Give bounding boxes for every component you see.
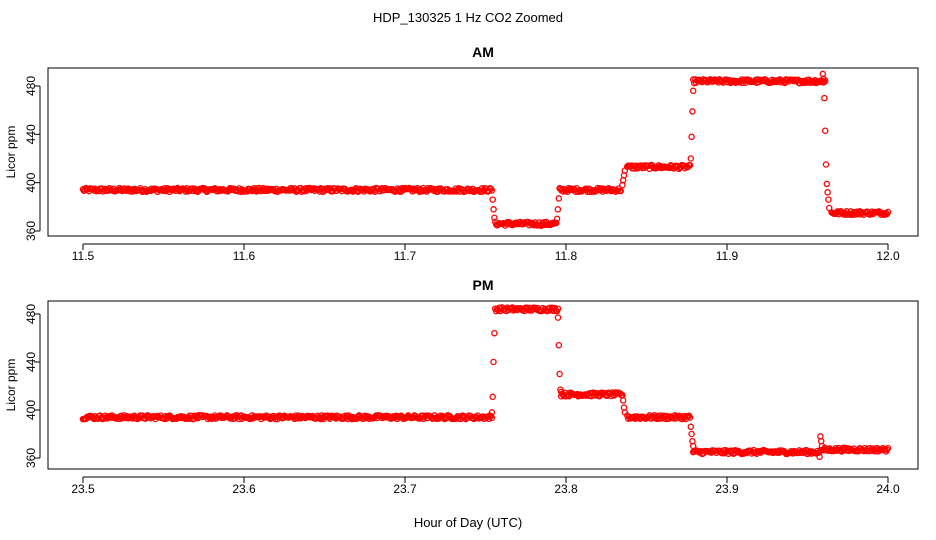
data-point <box>491 329 498 337</box>
y-tick-label: 480 <box>24 76 38 96</box>
x-tick-label: 12.0 <box>876 249 900 263</box>
data-point <box>554 305 562 312</box>
panel-title: PM <box>473 277 494 293</box>
data-point <box>688 133 695 141</box>
data-point <box>557 388 565 396</box>
data-point <box>825 204 833 212</box>
data-point <box>822 161 830 168</box>
y-tick-label: 440 <box>24 352 38 372</box>
figure-title: HDP_130325 1 Hz CO2 Zoomed <box>373 10 563 25</box>
y-axis-label: Licor ppm <box>4 126 18 179</box>
data-point <box>819 446 827 453</box>
data-point <box>489 196 496 203</box>
y-tick-label: 400 <box>24 400 38 420</box>
data-point <box>553 215 561 223</box>
data-point <box>619 397 627 404</box>
data-point <box>621 409 629 416</box>
data-point <box>554 206 562 213</box>
x-axis-label: Hour of Day (UTC) <box>414 515 522 530</box>
y-tick-label: 480 <box>24 304 38 324</box>
data-point <box>884 444 892 452</box>
data-point <box>884 208 892 216</box>
y-axis-label: Licor ppm <box>4 359 18 412</box>
x-tick-label: 23.9 <box>715 482 739 496</box>
y-tick-label: 400 <box>24 172 38 192</box>
data-point <box>821 94 828 102</box>
x-tick-label: 23.8 <box>554 482 578 496</box>
data-point <box>689 442 697 450</box>
data-point <box>182 188 189 195</box>
data-point <box>490 358 497 366</box>
data-point <box>823 180 831 188</box>
x-tick-label: 11.9 <box>716 249 739 263</box>
data-point <box>688 430 695 438</box>
series-points <box>79 304 892 461</box>
data-point <box>554 314 562 321</box>
data-point <box>556 370 563 378</box>
series-points <box>79 70 892 229</box>
data-point <box>818 442 826 450</box>
y-tick-label: 440 <box>24 124 38 144</box>
data-point <box>686 414 694 421</box>
x-tick-label: 11.6 <box>233 249 256 263</box>
panel-am: AM Licor ppm 11.5 11.6 11.7 11.8 11.9 12.0 360 40… <box>4 44 919 263</box>
data-point <box>555 195 563 202</box>
data-point <box>488 187 496 194</box>
x-tick-label: 11.5 <box>72 249 95 263</box>
data-point <box>825 196 832 203</box>
data-point <box>621 167 629 174</box>
x-tick-label: 23.6 <box>232 482 256 496</box>
y-tick-label: 360 <box>24 221 38 241</box>
data-point <box>816 453 823 461</box>
data-point <box>687 423 695 431</box>
data-point <box>488 409 496 416</box>
panel-pm: PM Licor ppm 23.5 23.6 23.7 23.8 23.9 24.0 360 40… <box>4 277 919 496</box>
data-point <box>689 87 697 95</box>
data-point <box>824 189 831 196</box>
x-tick-label: 23.7 <box>393 482 417 496</box>
data-point <box>820 75 827 83</box>
data-point <box>617 187 624 195</box>
data-point <box>489 393 496 401</box>
data-point <box>613 389 620 396</box>
data-point <box>686 161 694 169</box>
data-point <box>490 206 497 213</box>
plot-frame <box>47 300 919 470</box>
x-tick-label: 24.0 <box>876 482 900 496</box>
data-point <box>820 78 828 86</box>
x-tick-label: 23.5 <box>71 482 95 496</box>
panel-title: AM <box>472 44 494 60</box>
data-point <box>555 341 563 349</box>
data-point <box>553 219 560 227</box>
data-point <box>491 214 498 221</box>
x-tick-label: 11.7 <box>394 249 417 263</box>
plot-frame <box>47 67 919 237</box>
y-tick-label: 360 <box>24 448 38 468</box>
x-tick-label: 11.8 <box>555 249 578 263</box>
data-point <box>689 108 696 115</box>
data-point <box>687 155 695 162</box>
data-point <box>821 127 829 134</box>
